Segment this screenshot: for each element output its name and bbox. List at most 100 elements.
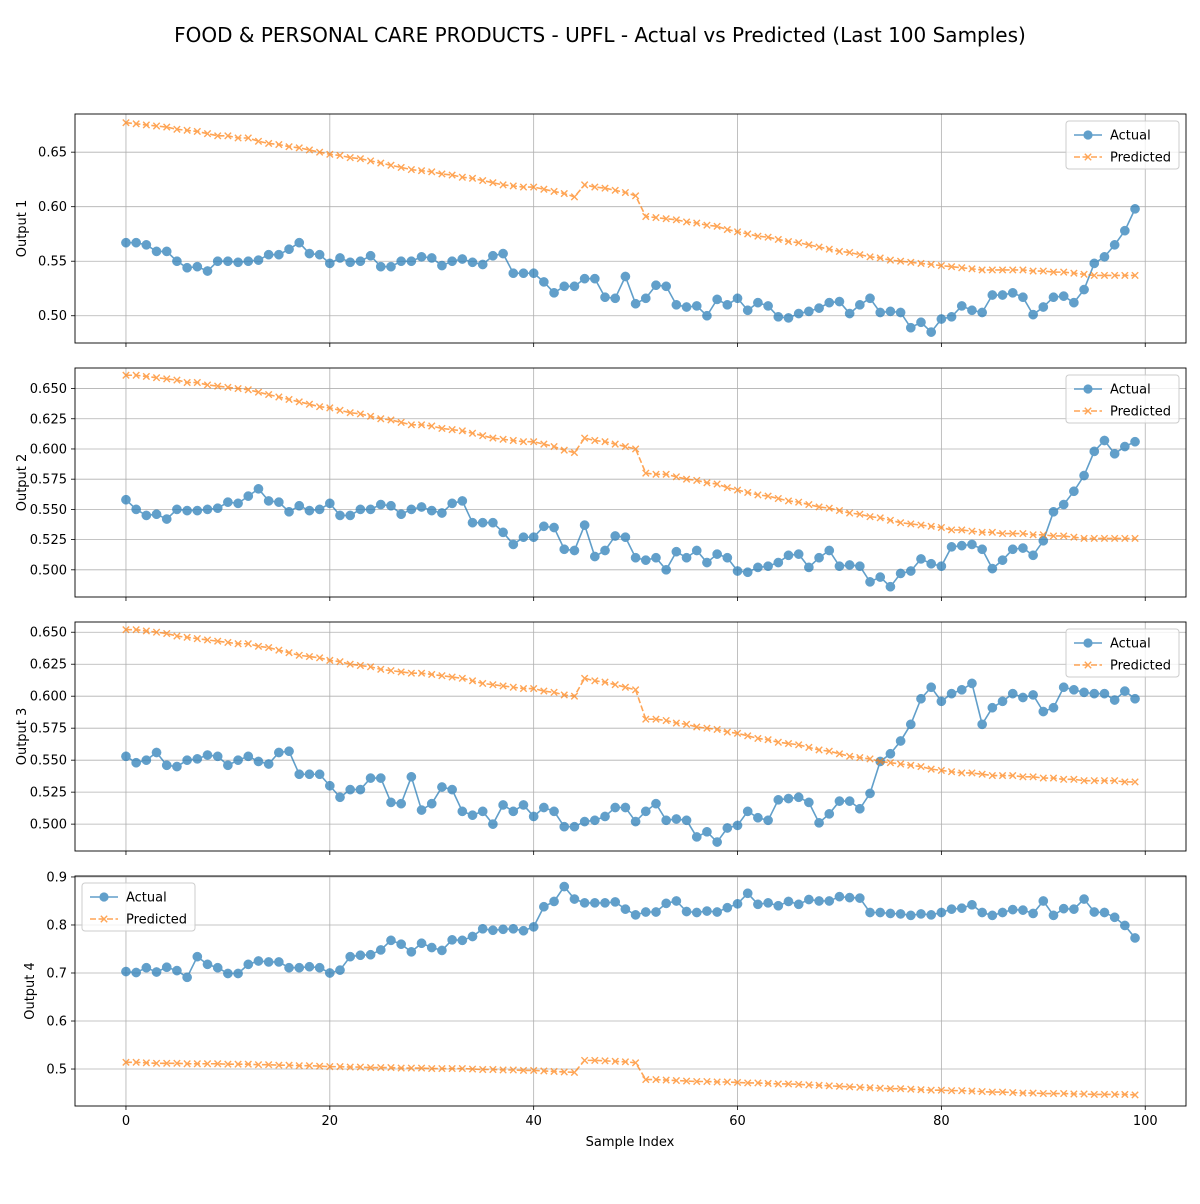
data-point-actual — [518, 268, 529, 279]
data-point-actual — [1048, 506, 1059, 517]
data-point-actual — [814, 303, 824, 313]
data-point-predicted — [540, 1067, 548, 1075]
data-point-actual — [844, 308, 855, 319]
data-point-actual — [1119, 920, 1130, 931]
data-point-actual — [1028, 550, 1038, 561]
data-point-actual — [1018, 692, 1028, 703]
data-point-predicted — [529, 684, 538, 693]
data-point-predicted — [713, 222, 721, 231]
data-point-actual — [528, 532, 539, 543]
data-point-actual — [549, 287, 559, 298]
series-line-predicted — [125, 628, 1136, 783]
data-point-predicted — [132, 371, 140, 379]
data-point-actual — [559, 281, 570, 292]
data-point-predicted — [672, 473, 681, 481]
data-point-actual — [294, 769, 305, 780]
data-point-predicted — [254, 1061, 263, 1069]
data-point-predicted — [733, 1078, 742, 1087]
data-point-predicted — [519, 438, 528, 446]
data-point-actual — [324, 780, 335, 791]
legend-label-predicted: Predicted — [1110, 659, 1171, 674]
data-point-actual — [875, 307, 886, 318]
data-point-actual — [589, 273, 600, 284]
data-point-actual — [284, 244, 294, 255]
data-point-predicted — [193, 634, 202, 643]
data-point-actual — [1007, 544, 1018, 555]
data-point-actual — [1058, 499, 1069, 510]
data-point-predicted — [275, 393, 283, 401]
data-point-actual — [508, 806, 519, 817]
data-point-predicted — [866, 1084, 874, 1092]
data-point-actual — [477, 517, 488, 528]
data-point-actual — [223, 968, 233, 979]
data-point-actual — [151, 967, 162, 977]
data-point-predicted — [540, 185, 548, 193]
data-point-actual — [681, 552, 692, 563]
data-point-predicted — [601, 1057, 609, 1065]
data-point-predicted — [336, 406, 344, 414]
data-point-actual — [773, 900, 784, 911]
data-point-predicted — [978, 266, 986, 274]
data-point-predicted — [988, 1088, 997, 1096]
data-point-actual — [161, 962, 172, 973]
data-point-predicted — [907, 761, 915, 769]
data-point-actual — [314, 249, 325, 260]
data-point-predicted — [122, 119, 130, 127]
data-point-predicted — [315, 654, 324, 662]
data-point-predicted — [336, 657, 344, 666]
data-point-actual — [212, 503, 223, 514]
data-point-predicted — [407, 1064, 416, 1072]
data-point-predicted — [896, 257, 905, 265]
data-point-actual — [926, 327, 937, 337]
data-point-actual — [977, 719, 987, 730]
data-point-predicted — [315, 148, 324, 156]
data-point-actual — [854, 893, 865, 903]
data-point-predicted — [682, 475, 691, 483]
data-point-actual — [406, 256, 417, 267]
data-point-predicted — [1131, 1091, 1139, 1099]
data-point-predicted — [305, 146, 314, 154]
data-point-predicted — [764, 233, 772, 241]
data-point-actual — [447, 498, 457, 509]
data-point-predicted — [152, 122, 161, 130]
data-point-predicted — [1121, 534, 1129, 543]
data-point-predicted — [631, 192, 640, 200]
data-point-actual — [1058, 903, 1069, 914]
data-point-predicted — [1029, 267, 1037, 275]
data-point-actual — [1058, 291, 1069, 301]
data-point-actual — [508, 539, 519, 550]
data-point-actual — [437, 508, 447, 518]
data-point-actual — [885, 908, 896, 919]
data-point-actual — [773, 311, 784, 322]
data-point-actual — [732, 898, 743, 909]
data-point-actual — [610, 897, 621, 907]
data-point-actual — [1038, 535, 1049, 546]
data-point-predicted — [489, 680, 497, 689]
data-point-predicted — [927, 522, 935, 531]
data-point-predicted — [275, 646, 283, 654]
data-point-actual — [926, 558, 937, 569]
data-point-predicted — [580, 674, 589, 682]
data-point-actual — [355, 950, 366, 961]
data-point-predicted — [1131, 778, 1139, 786]
data-point-actual — [467, 931, 478, 942]
y-tick-label: 0.650 — [30, 382, 67, 397]
data-point-actual — [916, 909, 926, 919]
legend-label-actual: Actual — [126, 891, 167, 906]
data-point-predicted — [417, 1064, 426, 1072]
data-point-predicted — [917, 521, 925, 529]
data-point-predicted — [1019, 1089, 1027, 1097]
data-point-predicted — [621, 188, 630, 197]
subplot-3: 0.500 0.525 0.550 0.575 0.600 0.625 0.650 Outpu… — [15, 621, 1187, 855]
data-point-predicted — [1039, 1089, 1047, 1098]
data-point-predicted — [907, 258, 915, 266]
data-point-predicted — [417, 669, 426, 677]
data-point-actual — [1028, 690, 1038, 700]
data-point-actual — [1018, 292, 1028, 303]
data-point-actual — [854, 561, 865, 572]
axes-frame — [74, 113, 1187, 344]
data-point-actual — [375, 945, 386, 955]
data-point-actual — [294, 962, 305, 973]
data-point-predicted — [142, 1059, 151, 1067]
data-point-actual — [457, 254, 468, 264]
